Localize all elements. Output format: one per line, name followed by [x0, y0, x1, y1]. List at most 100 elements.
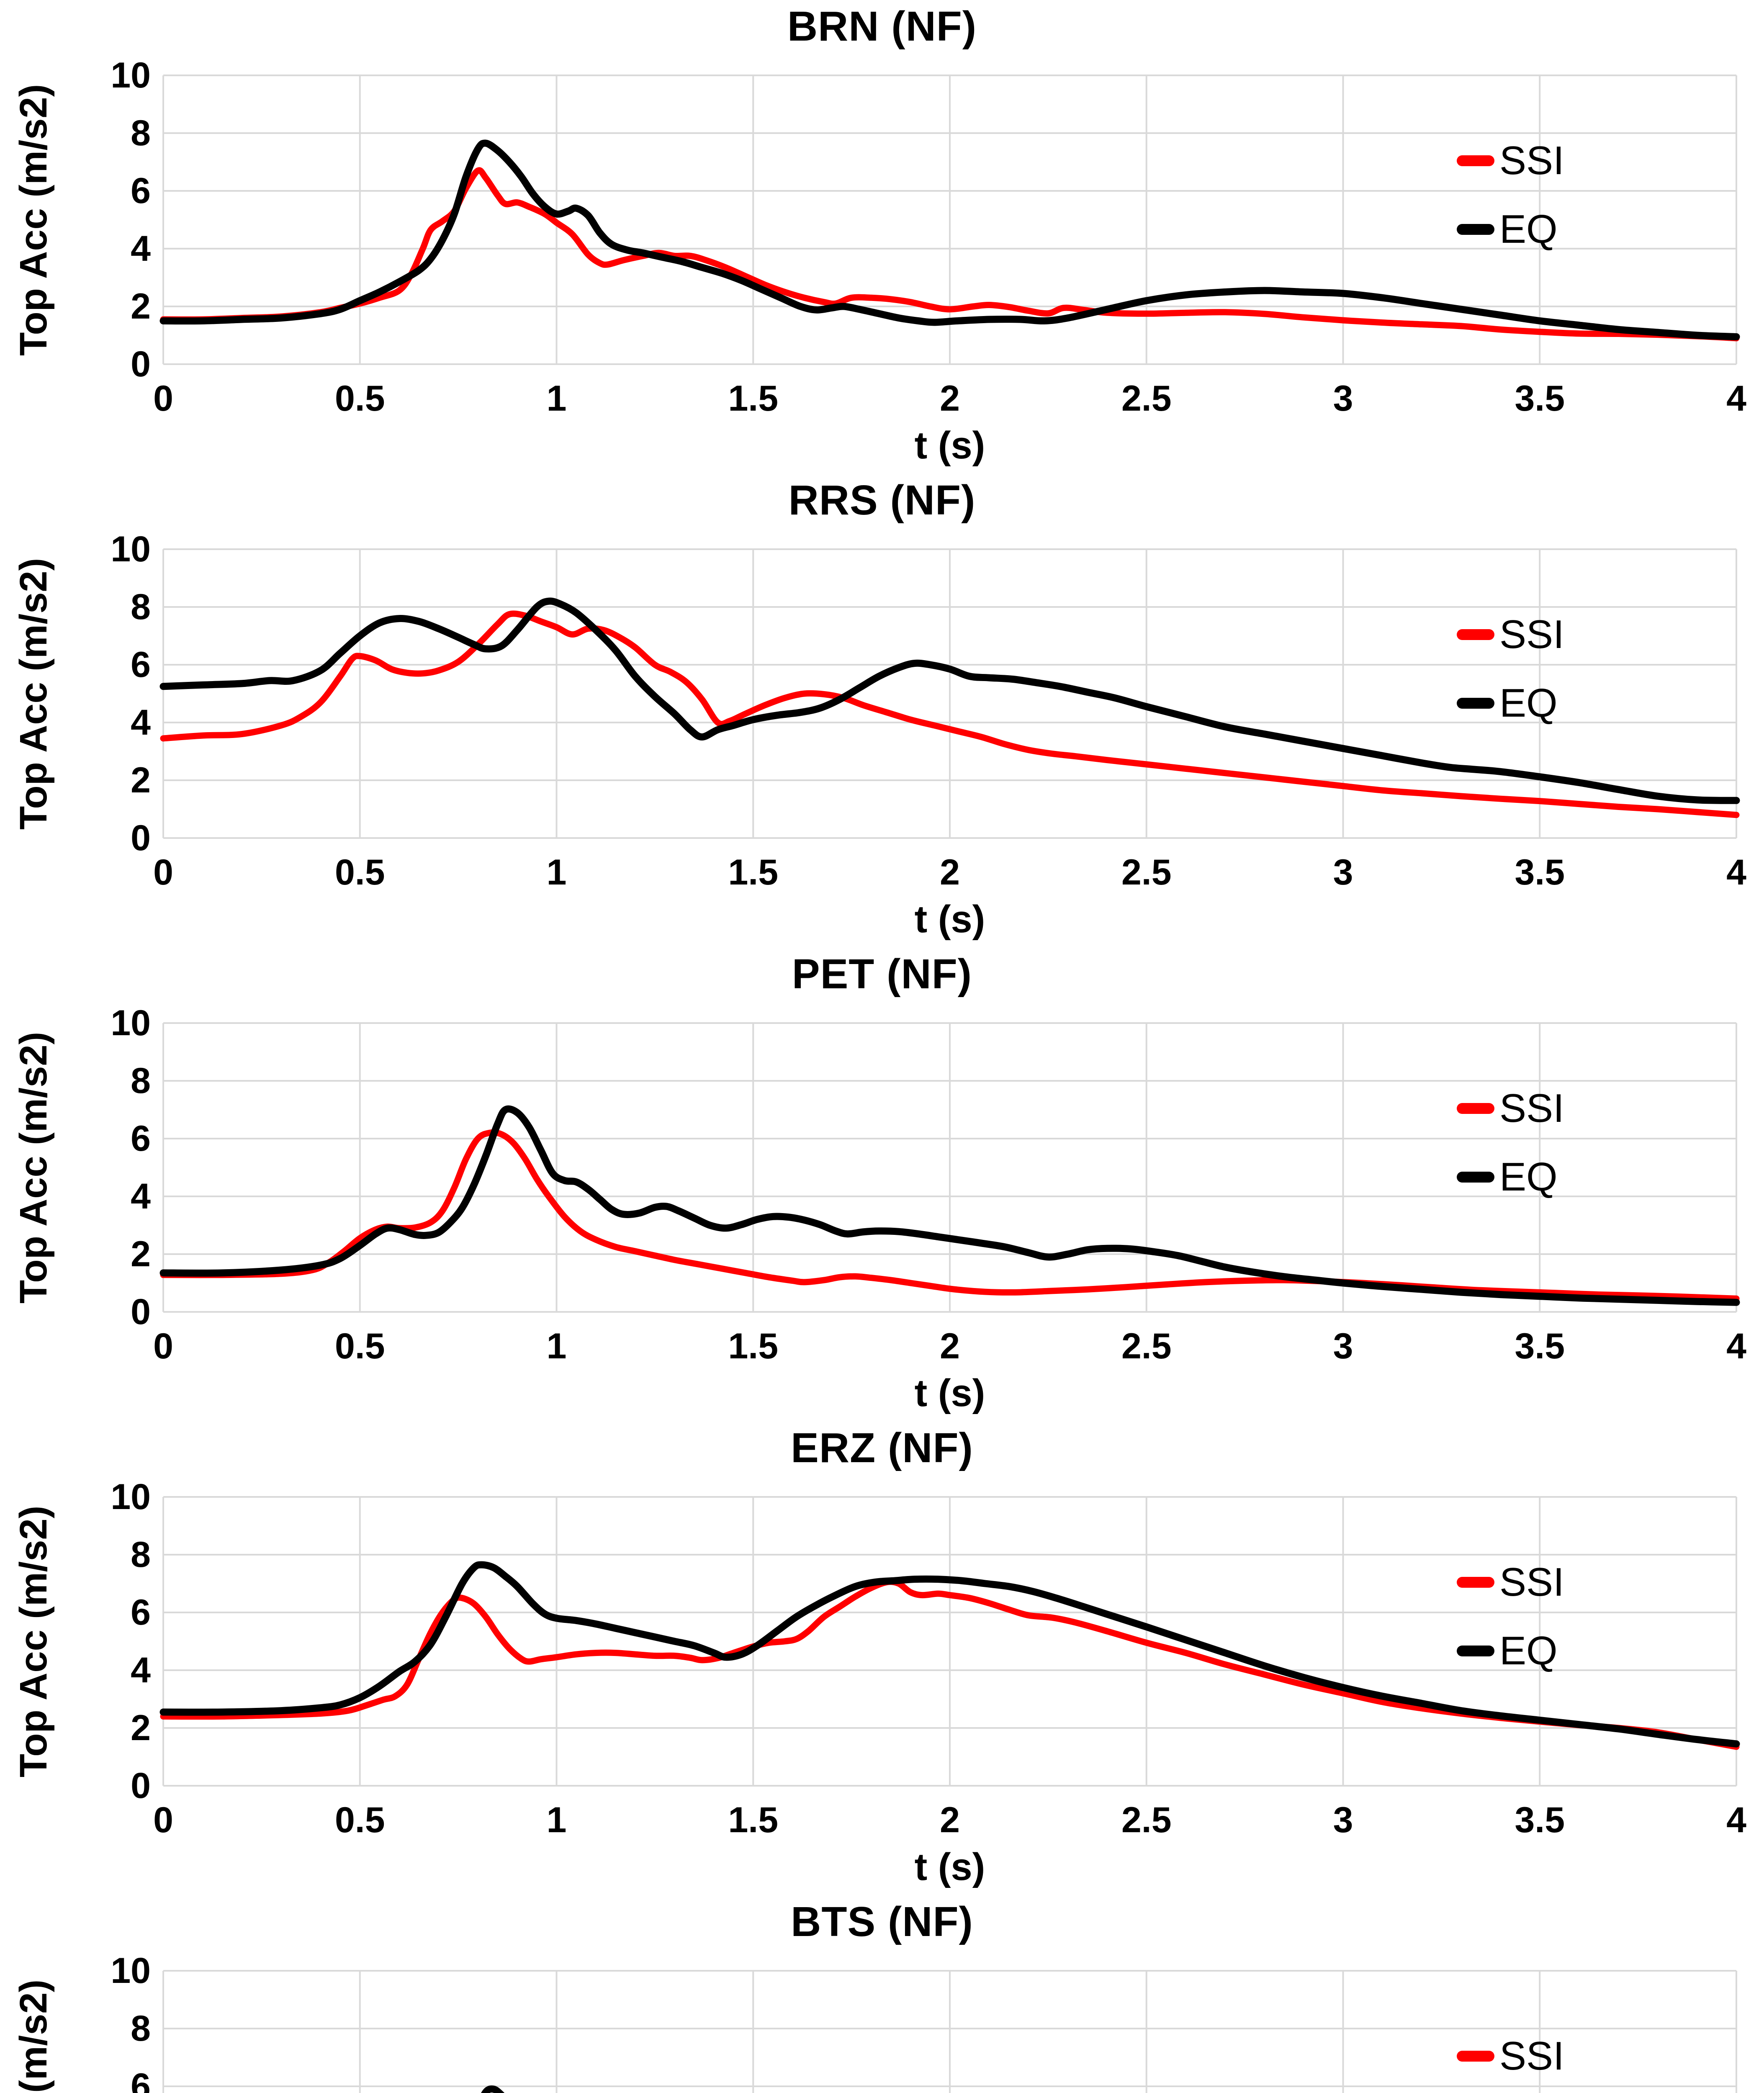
x-tick-label: 1.5 — [728, 1800, 779, 1840]
legend-label-ssi: SSI — [1499, 138, 1564, 183]
x-tick-label: 1.5 — [728, 852, 779, 892]
series-line-eq — [159, 1561, 1740, 1748]
legend-label-eq: EQ — [1499, 1628, 1558, 1673]
x-tick-label: 1 — [546, 1326, 567, 1366]
x-tick-label: 3.5 — [1515, 378, 1565, 419]
x-tick-label: 1 — [546, 852, 567, 892]
y-axis-tick-labels: 0 2 4 6 8 10 — [59, 55, 151, 384]
y-tick-label: 8 — [131, 1535, 151, 1575]
x-axis-tick-labels: 0 0.5 1 1.5 2 2.5 3 3.5 4 — [153, 1797, 1746, 1844]
series-line-eq — [159, 1105, 1740, 1306]
chart-title: BTS (NF) — [791, 1898, 973, 1945]
y-tick-label: 2 — [131, 760, 151, 800]
plot-area: SSI EQ — [159, 1022, 1740, 1313]
x-axis-title: t (s) — [914, 1372, 985, 1414]
x-tick-label: 3.5 — [1515, 852, 1565, 892]
x-tick-label: 0 — [153, 1326, 173, 1366]
x-tick-label: 1.5 — [728, 1326, 779, 1366]
y-tick-label: 2 — [131, 1708, 151, 1748]
chart-title: BRN (NF) — [787, 3, 977, 50]
x-tick-label: 2 — [940, 378, 960, 419]
y-tick-label: 10 — [111, 55, 151, 95]
x-tick-label: 0.5 — [334, 852, 385, 892]
y-tick-label: 6 — [131, 645, 151, 685]
series-line-ssi — [160, 167, 1740, 342]
legend-label-ssi: SSI — [1499, 1086, 1564, 1131]
y-tick-label: 8 — [131, 587, 151, 627]
chart-canvas — [159, 75, 1740, 365]
legend-item-ssi: SSI — [1457, 1085, 1564, 1132]
x-tick-label: 0.5 — [334, 1326, 385, 1366]
y-axis-title: Top Acc (m/s2) — [12, 558, 55, 830]
legend-item-eq: EQ — [1457, 1154, 1564, 1201]
y-tick-label: 0 — [131, 344, 151, 384]
x-tick-label: 3 — [1333, 1800, 1353, 1840]
legend: SSI EQ — [1457, 2033, 1564, 2093]
y-tick-label: 6 — [131, 171, 151, 211]
y-axis-title: Top Acc (m/s2) — [12, 84, 55, 356]
y-tick-label: 10 — [111, 1951, 151, 1991]
legend-label-ssi: SSI — [1499, 2034, 1564, 2078]
legend: SSI EQ — [1457, 1559, 1564, 1674]
y-tick-label: 8 — [131, 2008, 151, 2049]
x-tick-label: 4 — [1726, 1326, 1746, 1366]
x-tick-label: 3 — [1333, 378, 1353, 419]
x-axis-title: t (s) — [914, 898, 985, 941]
y-tick-label: 6 — [131, 1592, 151, 1633]
eq-line-swatch — [1457, 1172, 1494, 1183]
y-tick-label: 6 — [131, 2066, 151, 2093]
x-axis-tick-labels: 0 0.5 1 1.5 2 2.5 3 3.5 4 — [153, 849, 1746, 896]
chart-block-rrs-nf: RRS (NF) Top Acc (m/s2) 0 2 4 6 8 10 SSI EQ 0… — [0, 474, 1764, 948]
legend-item-ssi: SSI — [1457, 2033, 1564, 2080]
x-tick-label: 0 — [153, 378, 173, 419]
chart-title: RRS (NF) — [788, 477, 976, 524]
y-tick-label: 2 — [131, 1234, 151, 1274]
x-tick-label: 3.5 — [1515, 1326, 1565, 1366]
y-tick-label: 2 — [131, 286, 151, 327]
x-tick-label: 2.5 — [1121, 852, 1172, 892]
legend-label-ssi: SSI — [1499, 612, 1564, 657]
x-tick-label: 3 — [1333, 852, 1353, 892]
y-tick-label: 4 — [131, 229, 151, 269]
x-tick-label: 4 — [1726, 378, 1746, 419]
y-tick-label: 10 — [111, 1477, 151, 1517]
x-axis-title: t (s) — [914, 1846, 985, 1888]
y-tick-label: 6 — [131, 1118, 151, 1159]
y-tick-label: 10 — [111, 1003, 151, 1043]
x-tick-label: 0.5 — [334, 378, 385, 419]
plot-area: SSI EQ — [159, 1496, 1740, 1787]
x-tick-label: 1 — [546, 378, 567, 419]
x-tick-label: 2.5 — [1121, 1326, 1172, 1366]
chart-block-brn-nf: BRN (NF) Top Acc (m/s2) 0 2 4 6 8 10 SSI EQ 0… — [0, 0, 1764, 474]
x-tick-label: 1.5 — [728, 378, 779, 419]
plot-area: SSI EQ — [159, 75, 1740, 365]
y-tick-label: 10 — [111, 529, 151, 569]
x-axis-tick-labels: 0 0.5 1 1.5 2 2.5 3 3.5 4 — [153, 375, 1746, 422]
ssi-line-swatch — [1457, 155, 1494, 166]
chart-title: ERZ (NF) — [791, 1424, 973, 1471]
y-tick-label: 0 — [131, 1766, 151, 1806]
eq-line-swatch — [1457, 698, 1494, 709]
ssi-line-swatch — [1457, 629, 1494, 640]
eq-line-swatch — [1457, 1646, 1494, 1656]
legend-item-eq: EQ — [1457, 206, 1564, 253]
x-axis-title: t (s) — [914, 424, 985, 467]
y-tick-label: 0 — [131, 1292, 151, 1332]
chart-canvas — [159, 548, 1740, 839]
legend-label-ssi: SSI — [1499, 1560, 1564, 1604]
legend: SSI EQ — [1457, 137, 1564, 253]
legend: SSI EQ — [1457, 1085, 1564, 1201]
chart-block-pet-nf: PET (NF) Top Acc (m/s2) 0 2 4 6 8 10 SSI EQ 0… — [0, 948, 1764, 1422]
x-tick-label: 2.5 — [1121, 1800, 1172, 1840]
legend-item-ssi: SSI — [1457, 137, 1564, 184]
chart-canvas — [162, 1970, 1737, 2093]
series-line-ssi — [160, 1579, 1740, 1750]
x-tick-label: 0 — [153, 1800, 173, 1840]
legend-item-eq: EQ — [1457, 1628, 1564, 1674]
chart-canvas — [159, 1496, 1740, 1787]
y-tick-label: 8 — [131, 113, 151, 153]
